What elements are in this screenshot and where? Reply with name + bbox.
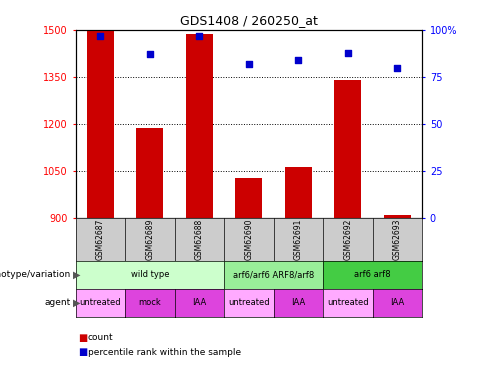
Point bbox=[393, 64, 401, 70]
Text: ■: ■ bbox=[78, 348, 87, 357]
Text: GSM62693: GSM62693 bbox=[393, 218, 402, 260]
Bar bbox=[87, 31, 114, 217]
Point bbox=[245, 61, 253, 67]
Bar bbox=[186, 34, 213, 218]
Bar bbox=[136, 128, 163, 218]
Point bbox=[344, 50, 352, 55]
Text: GSM62691: GSM62691 bbox=[294, 218, 303, 260]
Text: IAA: IAA bbox=[291, 298, 305, 307]
Bar bbox=[235, 178, 263, 218]
Bar bbox=[285, 166, 312, 218]
Text: GSM62692: GSM62692 bbox=[344, 218, 352, 260]
Text: ▶: ▶ bbox=[73, 270, 81, 280]
Text: GSM62690: GSM62690 bbox=[244, 218, 253, 260]
Text: ▶: ▶ bbox=[73, 298, 81, 308]
Text: wild type: wild type bbox=[131, 270, 169, 279]
Text: percentile rank within the sample: percentile rank within the sample bbox=[88, 348, 241, 357]
Text: agent: agent bbox=[44, 298, 71, 307]
Bar bbox=[334, 80, 362, 218]
Title: GDS1408 / 260250_at: GDS1408 / 260250_at bbox=[180, 15, 318, 27]
Point bbox=[294, 57, 302, 63]
Text: GSM62688: GSM62688 bbox=[195, 218, 204, 259]
Text: GSM62687: GSM62687 bbox=[96, 218, 105, 260]
Text: IAA: IAA bbox=[390, 298, 405, 307]
Text: GSM62689: GSM62689 bbox=[145, 218, 154, 260]
Point bbox=[97, 33, 104, 39]
Text: genotype/variation: genotype/variation bbox=[0, 270, 71, 279]
Bar bbox=[384, 215, 411, 217]
Text: IAA: IAA bbox=[192, 298, 206, 307]
Text: arf6 arf8: arf6 arf8 bbox=[354, 270, 391, 279]
Text: count: count bbox=[88, 333, 114, 342]
Text: untreated: untreated bbox=[80, 298, 121, 307]
Point bbox=[146, 51, 154, 57]
Text: arf6/arf6 ARF8/arf8: arf6/arf6 ARF8/arf8 bbox=[233, 270, 314, 279]
Point bbox=[196, 33, 203, 39]
Text: mock: mock bbox=[139, 298, 161, 307]
Text: untreated: untreated bbox=[327, 298, 369, 307]
Text: untreated: untreated bbox=[228, 298, 270, 307]
Text: ■: ■ bbox=[78, 333, 87, 342]
